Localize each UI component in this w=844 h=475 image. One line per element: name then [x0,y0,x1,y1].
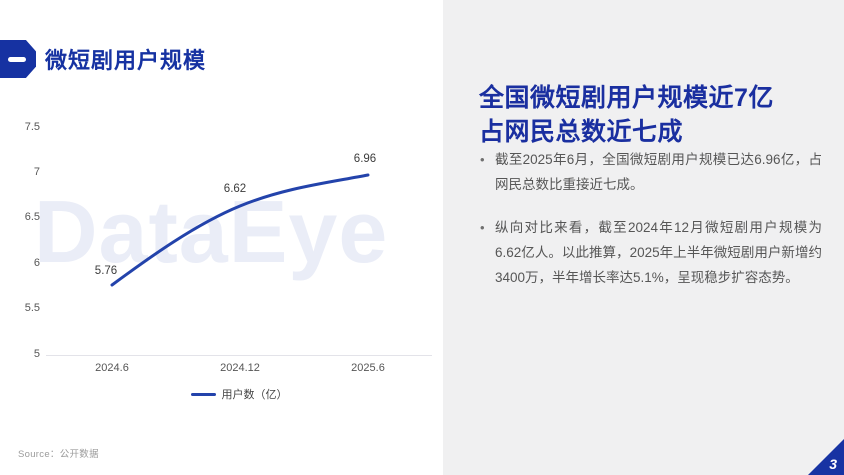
bullet-item: • 截至2025年6月，全国微短剧用户规模已达6.96亿，占网民总数比重接近七成… [479,147,822,197]
section-title-row: 微短剧用户规模 [0,40,206,78]
x-axis-tick: 2025.6 [351,362,385,374]
section-number-badge [0,40,36,78]
insight-panel: 全国微短剧用户规模近7亿 占网民总数近七成 • 截至2025年6月，全国微短剧用… [443,0,844,475]
data-point-label: 5.76 [94,265,118,277]
y-axis-tick: 5 [33,348,40,360]
headline-line2: 占网民总数近七成 [479,117,684,146]
page-number: 3 [829,456,837,472]
y-axis-tick: 6 [33,257,40,269]
data-point-label: 6.96 [353,153,377,165]
line-chart: DataEye 7.5 7 6.5 6 5.5 5 5.76 6.62 6.96… [0,100,443,412]
legend-label: 用户数（亿） [221,389,288,401]
bullet-text: 截至2025年6月，全国微短剧用户规模已达6.96亿，占网民总数比重接近七成。 [495,152,822,192]
bullet-list: • 截至2025年6月，全国微短剧用户规模已达6.96亿，占网民总数比重接近七成… [479,147,822,308]
source-note: Source：公开数据 [18,446,99,460]
headline: 全国微短剧用户规模近7亿 占网民总数近七成 [479,81,820,149]
source-value: 公开数据 [59,449,99,460]
bullet-item: • 纵向对比来看，截至2024年12月微短剧用户规模为6.62亿人。以此推算，2… [479,215,822,290]
chart-panel: 微短剧用户规模 DataEye 7.5 7 6.5 6 5.5 5 5.76 6… [0,40,443,460]
page-corner: 3 [804,435,844,475]
source-label: Source： [18,449,60,460]
data-point-label: 6.62 [223,183,247,195]
page-title: 微短剧用户规模 [45,48,207,73]
y-axis-tick: 5.5 [24,302,40,314]
x-axis-tick: 2024.12 [220,362,260,374]
legend-line-icon [190,392,216,396]
y-axis-tick: 7 [33,166,40,178]
x-axis-tick: 2024.6 [95,362,129,374]
bullet-marker: • [480,220,485,235]
chart-line [110,173,370,287]
x-axis-line [46,355,432,356]
corner-triangle-icon [808,439,844,475]
y-axis-tick: 7.5 [24,121,40,133]
dash-one-icon [8,56,26,62]
bullet-marker: • [480,152,485,167]
headline-line1: 全国微短剧用户规模近7亿 [479,83,774,112]
y-axis-tick: 6.5 [24,211,40,223]
chart-legend: 用户数（亿） [46,386,432,402]
bullet-text: 纵向对比来看，截至2024年12月微短剧用户规模为6.62亿人。以此推算，202… [495,220,822,285]
